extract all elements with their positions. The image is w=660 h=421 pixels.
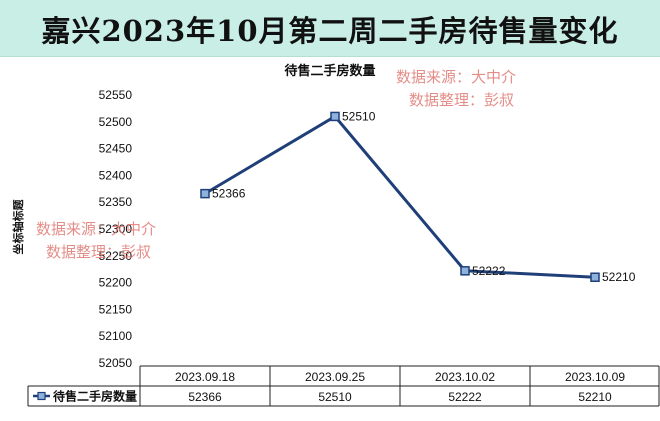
legend-marker-icon — [37, 391, 46, 401]
chart-area: 待售二手房数量 坐标轴标题 52050 52100 52150 52200 52250 523… — [0, 57, 660, 421]
data-label: 52210 — [602, 270, 636, 284]
chart-title: 待售二手房数量 — [283, 63, 375, 79]
table-value-cell: 52510 — [318, 390, 352, 404]
x-category-label: 2023.10.09 — [565, 370, 625, 384]
series-line — [204, 114, 596, 279]
legend-entry: 待售二手房数量 — [53, 389, 137, 404]
table-value-cell: 52210 — [578, 390, 612, 404]
watermark-author: 数据整理：彭叔 — [409, 91, 514, 109]
y-tick-label: 52500 — [99, 115, 133, 129]
y-axis-title: 坐标轴标题 — [11, 199, 25, 255]
x-category-label: 2023.09.18 — [175, 370, 235, 384]
data-label: 52510 — [342, 109, 376, 123]
table-value-cell: 52366 — [188, 390, 222, 404]
data-point — [330, 111, 340, 122]
table-value-cell: 52222 — [448, 390, 482, 404]
watermark-author: 数据整理：彭叔 — [46, 243, 151, 261]
y-tick-label: 52400 — [99, 168, 133, 182]
x-category-label: 2023.10.02 — [435, 370, 495, 384]
data-label: 52222 — [472, 264, 506, 278]
y-tick-label: 52200 — [99, 276, 133, 290]
y-tick-label: 52150 — [99, 302, 133, 316]
line-chart: 待售二手房数量坐标轴标题5205052100521505220052250523… — [11, 63, 660, 407]
title-banner: 嘉兴2023年10月第二周二手房待售量变化 — [0, 0, 660, 57]
watermark-source: 数据来源：大中介 — [396, 68, 516, 86]
y-tick-label: 52050 — [99, 356, 133, 370]
y-tick-label: 52250 — [99, 249, 133, 263]
y-tick-label: 52550 — [99, 88, 133, 102]
data-point — [460, 266, 470, 276]
y-tick-label: 52300 — [99, 222, 133, 236]
x-category-label: 2023.09.25 — [305, 370, 365, 384]
data-label: 52366 — [212, 187, 246, 201]
watermark-source: 数据来源：大中介 — [36, 220, 156, 238]
y-tick-label: 52100 — [99, 329, 133, 343]
y-tick-label: 52350 — [99, 195, 133, 209]
data-point — [590, 272, 600, 282]
page-title: 嘉兴2023年10月第二周二手房待售量变化 — [41, 14, 619, 48]
y-tick-label: 52450 — [99, 142, 133, 156]
data-point — [200, 188, 210, 199]
